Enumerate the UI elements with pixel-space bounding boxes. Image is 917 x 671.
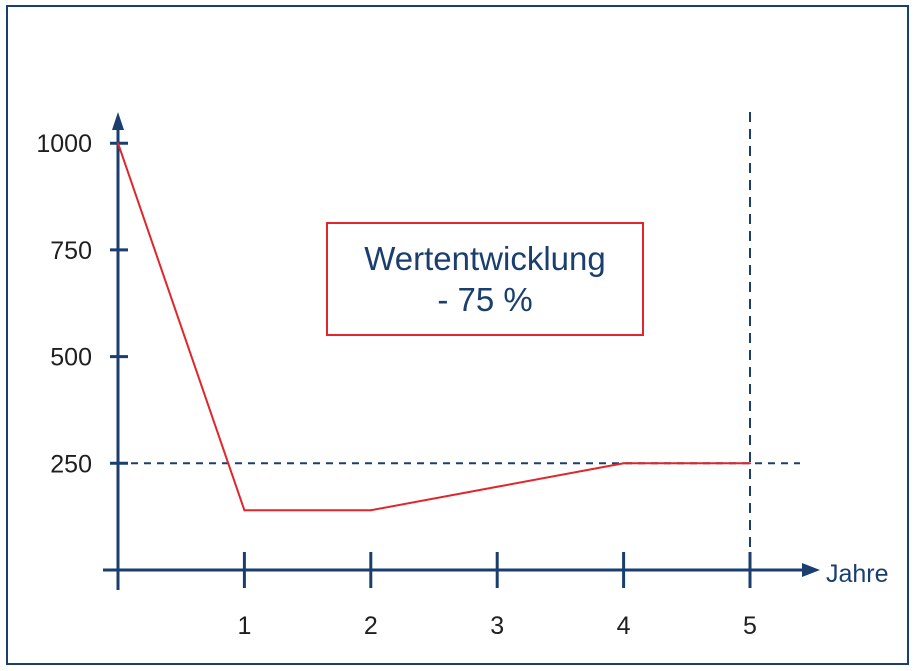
y-tick-label: 1000 bbox=[36, 130, 92, 158]
series-line bbox=[117, 142, 750, 512]
annotation-title: Wertentwicklung bbox=[364, 240, 606, 277]
x-tick-label: 2 bbox=[364, 612, 378, 640]
data-point bbox=[117, 142, 119, 145]
x-tick-label: 1 bbox=[237, 612, 251, 640]
data-point bbox=[496, 485, 499, 488]
x-tick-label: 3 bbox=[490, 612, 504, 640]
x-axis-label: Jahre bbox=[826, 560, 889, 588]
x-axis-arrow bbox=[802, 563, 820, 577]
y-tick-label: 750 bbox=[50, 237, 92, 265]
data-point bbox=[749, 462, 751, 465]
y-tick-label: 250 bbox=[50, 450, 92, 478]
x-tick-label: 5 bbox=[743, 612, 757, 640]
x-tick-label: 4 bbox=[617, 612, 631, 640]
data-point bbox=[369, 509, 372, 512]
y-axis-arrow bbox=[112, 112, 124, 130]
y-tick-label: 500 bbox=[50, 344, 92, 372]
annotation-value: - 75 % bbox=[437, 281, 533, 318]
data-point bbox=[243, 509, 246, 512]
data-point bbox=[622, 462, 625, 465]
annotation-box: Wertentwicklung - 75 % bbox=[326, 222, 644, 336]
